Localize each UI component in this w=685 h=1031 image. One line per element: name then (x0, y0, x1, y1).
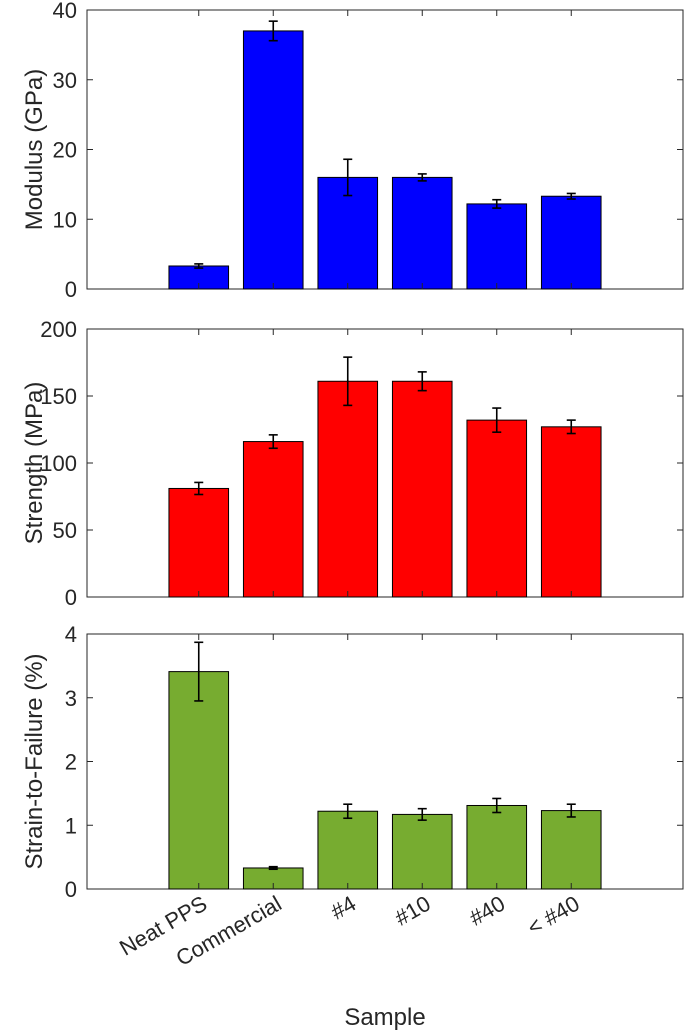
y-tick-label: 10 (53, 207, 77, 232)
y-tick-label: 0 (65, 585, 77, 610)
y-tick-label: 1 (65, 813, 77, 838)
y-tick-label: 20 (53, 138, 77, 163)
y-tick-label: 3 (65, 686, 77, 711)
bar (540, 426, 602, 598)
y-tick-label: 50 (53, 518, 77, 543)
bar (317, 810, 379, 890)
bar (168, 671, 230, 890)
x-tick-label: #10 (390, 891, 434, 931)
bar (391, 176, 453, 290)
bar (168, 487, 230, 598)
y-tick-label: 40 (53, 0, 77, 23)
bar (466, 804, 528, 890)
panel-1: 0 10 20 30 40 Modulus (GPa) (21, 0, 684, 302)
y-tick-label: 0 (65, 877, 77, 902)
bar (391, 380, 453, 598)
y-axis-label: Modulus (GPa) (21, 69, 48, 230)
y-axis-label: Strength (MPa) (21, 382, 48, 545)
panel-3: 0 1 2 3 4 Strain-to-Failure (%) (21, 622, 684, 902)
bar (317, 380, 379, 598)
y-tick-label: 100 (40, 451, 77, 476)
x-tick-label: #4 (327, 891, 361, 925)
bar (466, 419, 528, 598)
bar (466, 203, 528, 290)
y-axis-label: Strain-to-Failure (%) (21, 653, 48, 869)
y-tick-label: 200 (40, 317, 77, 342)
panel-2: 0 50 100 150 200 Strength (MPa) (21, 317, 684, 610)
bar (242, 30, 304, 290)
y-tick-label: 2 (65, 750, 77, 775)
bar (242, 441, 304, 598)
x-tick-label: #40 (465, 891, 509, 931)
x-axis-label: Sample (344, 1004, 425, 1031)
bar (540, 195, 602, 290)
bar (540, 810, 602, 890)
y-tick-label: 4 (65, 622, 77, 647)
y-tick-label: 0 (65, 277, 77, 302)
x-tick-label: < #40 (523, 891, 584, 940)
bar (391, 813, 453, 890)
y-tick-label: 30 (53, 68, 77, 93)
y-tick-label: 150 (40, 384, 77, 409)
